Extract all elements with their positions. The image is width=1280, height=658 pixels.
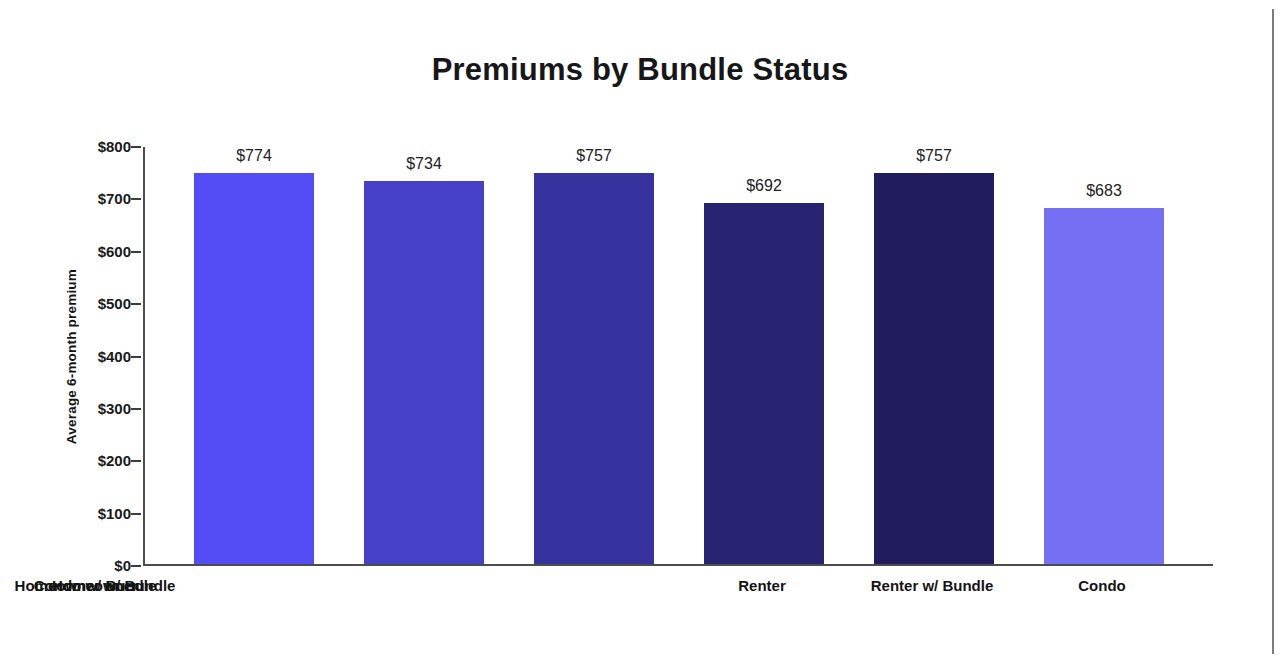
y-tick-mark xyxy=(131,146,141,148)
window-edge-line xyxy=(1272,9,1274,654)
y-tick-mark xyxy=(131,565,141,567)
y-axis-title: Average 6-month premium xyxy=(60,147,82,566)
x-axis-label: Renter xyxy=(667,577,857,594)
bar-value-label: $757 xyxy=(916,147,952,165)
bar xyxy=(534,173,654,564)
plot-area: $774 $734 $757 $692 $757 $683 xyxy=(143,147,1213,566)
bar-value-label: $757 xyxy=(576,147,612,165)
x-axis-label: Renter w/ Bundle xyxy=(837,577,1027,594)
chart-title: Premiums by Bundle Status xyxy=(0,52,1280,88)
bar-value-label: $734 xyxy=(406,155,442,173)
chart-canvas: Premiums by Bundle Status Average 6-mont… xyxy=(0,0,1280,658)
bar xyxy=(194,173,314,564)
y-tick-mark xyxy=(131,356,141,358)
bar-group-condo: $757 xyxy=(534,147,654,564)
bar-group-condo-bundle: $692 xyxy=(704,147,824,564)
x-axis-label: Condo xyxy=(1007,577,1197,594)
bar-value-label: $683 xyxy=(1086,182,1122,200)
bar-value-label: $692 xyxy=(746,177,782,195)
bar xyxy=(704,203,824,564)
y-tick-mark xyxy=(131,460,141,462)
y-axis-title-text: Average 6-month premium xyxy=(64,269,79,444)
bar xyxy=(1044,208,1164,564)
y-tick-mark xyxy=(131,251,141,253)
y-tick-mark xyxy=(131,198,141,200)
bar-value-label: $774 xyxy=(236,147,272,165)
bar xyxy=(364,181,484,564)
y-tick-mark xyxy=(131,303,141,305)
bar-group-homeowner-bundle: $683 xyxy=(1044,147,1164,564)
y-tick-mark xyxy=(131,513,141,515)
bar-group-renter-bundle: $734 xyxy=(364,147,484,564)
bar-group-homeowner: $757 xyxy=(874,147,994,564)
y-tick-mark xyxy=(131,408,141,410)
x-axis-label: Homeowner w/ Bundle xyxy=(0,577,190,594)
bar xyxy=(874,173,994,564)
bar-group-renter: $774 xyxy=(194,147,314,564)
